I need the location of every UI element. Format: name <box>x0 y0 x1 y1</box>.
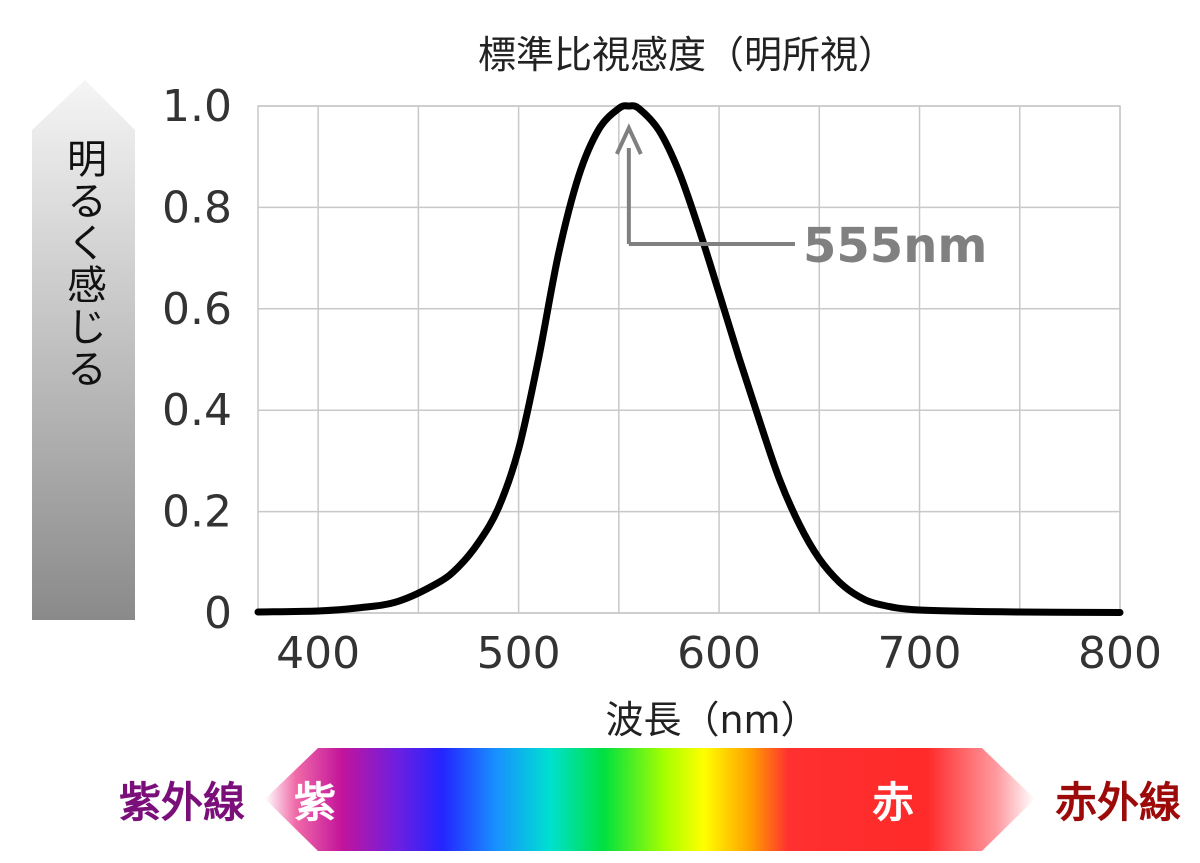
x-tick-label: 800 <box>1078 628 1162 679</box>
violet-label: 紫 <box>294 778 336 827</box>
up-arrow-icon <box>32 80 135 620</box>
y-tick-label: 1.0 <box>162 81 232 132</box>
peak-arrow-head-icon <box>615 123 643 155</box>
x-tick-label: 500 <box>477 628 561 679</box>
red-label: 赤 <box>872 778 914 827</box>
x-axis-label: 波長（nm） <box>605 698 818 742</box>
y-tick-label: 0.2 <box>162 487 232 538</box>
y-tick-label: 0.8 <box>162 182 232 233</box>
sensitivity-curve <box>254 102 1124 616</box>
brightness-arrow: 明るく感じる <box>32 80 135 620</box>
plot-area: 1.0 0.8 0.6 0.4 0.2 0 400 500 600 700 800 555nm <box>162 81 1162 679</box>
plot-frame <box>257 105 1121 614</box>
y-axis-label: 明るく感じる <box>60 138 106 390</box>
y-tick-label: 0.4 <box>162 385 232 436</box>
x-tick-label: 600 <box>677 628 761 679</box>
peak-wavelength-label: 555nm <box>803 218 987 274</box>
x-tick-label: 400 <box>276 628 360 679</box>
x-tick-label: 700 <box>878 628 962 679</box>
y-tick-label: 0 <box>204 588 232 639</box>
chart-title: 標準比視感度（明所視） <box>478 33 896 77</box>
infrared-label: 赤外線 <box>1055 778 1181 827</box>
spectrum-gradient-band <box>265 748 1035 851</box>
y-tick-label: 0.6 <box>162 284 232 335</box>
spectrum-bar: 紫外線 紫 赤 赤外線 <box>119 748 1181 851</box>
ultraviolet-label: 紫外線 <box>119 778 245 827</box>
